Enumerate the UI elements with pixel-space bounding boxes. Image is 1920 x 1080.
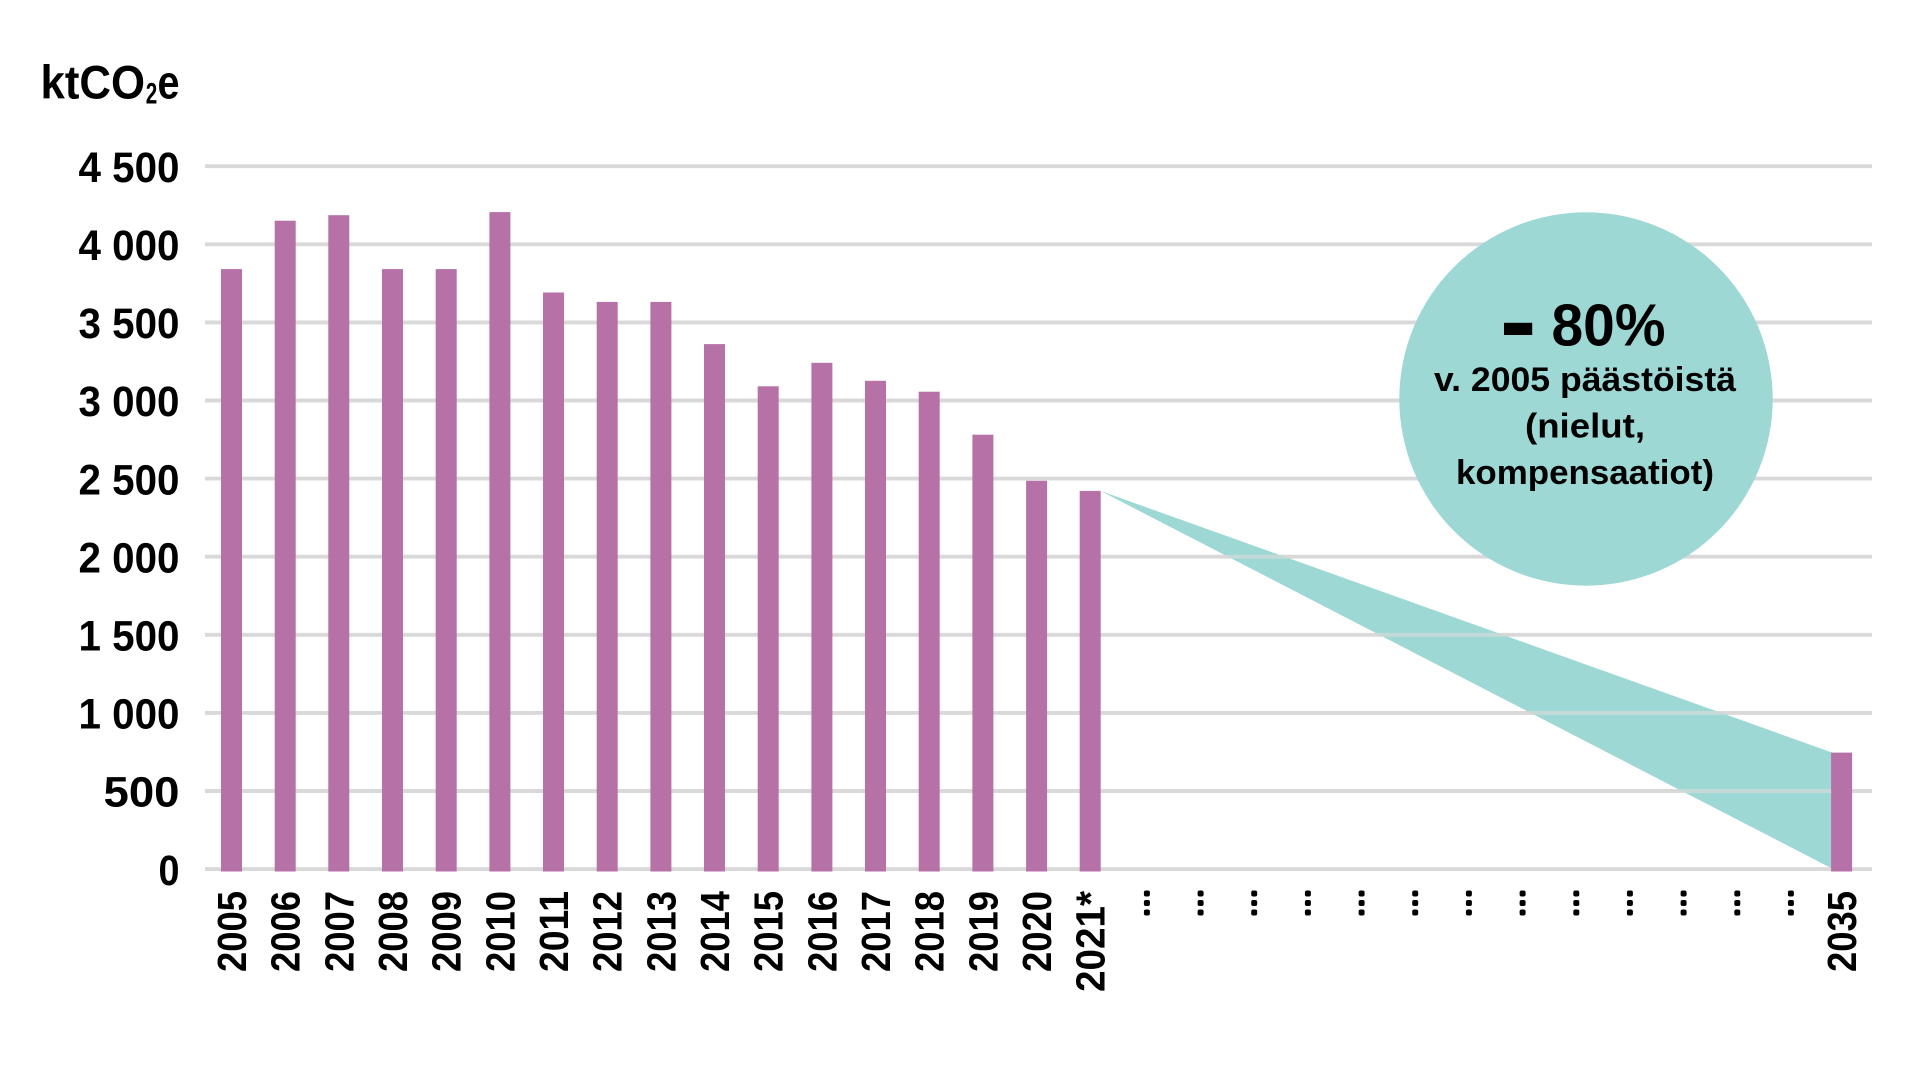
svg-text:80%: 80% bbox=[1552, 292, 1666, 359]
svg-text:2019: 2019 bbox=[960, 891, 1006, 972]
svg-text:(nielut,: (nielut, bbox=[1525, 408, 1645, 446]
svg-text:2035: 2035 bbox=[1819, 891, 1865, 972]
svg-text:2010: 2010 bbox=[477, 891, 523, 972]
svg-text:2018: 2018 bbox=[907, 891, 953, 972]
svg-text:0: 0 bbox=[159, 847, 180, 895]
svg-text:2 000: 2 000 bbox=[79, 534, 180, 582]
svg-text:2008: 2008 bbox=[370, 891, 416, 972]
svg-text:2 500: 2 500 bbox=[79, 456, 180, 504]
svg-text:2020: 2020 bbox=[1014, 891, 1060, 972]
svg-text:3 000: 3 000 bbox=[79, 378, 180, 426]
svg-text:2011: 2011 bbox=[531, 891, 577, 972]
svg-text:4 500: 4 500 bbox=[79, 144, 180, 192]
svg-text:2015: 2015 bbox=[746, 891, 792, 972]
svg-text:2021*: 2021* bbox=[1068, 891, 1114, 992]
svg-text:1 000: 1 000 bbox=[79, 691, 180, 739]
svg-text:2007: 2007 bbox=[316, 891, 362, 972]
svg-text:2009: 2009 bbox=[424, 891, 470, 972]
svg-text:500: 500 bbox=[104, 769, 180, 817]
svg-text:v. 2005 päästöistä: v. 2005 päästöistä bbox=[1434, 361, 1736, 399]
svg-text:3 500: 3 500 bbox=[79, 300, 180, 348]
svg-text:4 000: 4 000 bbox=[79, 222, 180, 270]
svg-text:kompensaatiot): kompensaatiot) bbox=[1456, 454, 1714, 492]
svg-text:e: e bbox=[158, 56, 180, 109]
svg-text:2014: 2014 bbox=[692, 891, 738, 972]
svg-text:2006: 2006 bbox=[263, 891, 309, 972]
svg-text:2017: 2017 bbox=[853, 891, 899, 972]
svg-text:2016: 2016 bbox=[799, 891, 845, 972]
svg-text:2005: 2005 bbox=[209, 891, 255, 972]
svg-text:2012: 2012 bbox=[585, 891, 631, 972]
svg-text:2013: 2013 bbox=[638, 891, 684, 972]
svg-text:1 500: 1 500 bbox=[79, 613, 180, 661]
svg-text:ktCO: ktCO bbox=[41, 56, 146, 109]
svg-text:2: 2 bbox=[146, 78, 158, 111]
